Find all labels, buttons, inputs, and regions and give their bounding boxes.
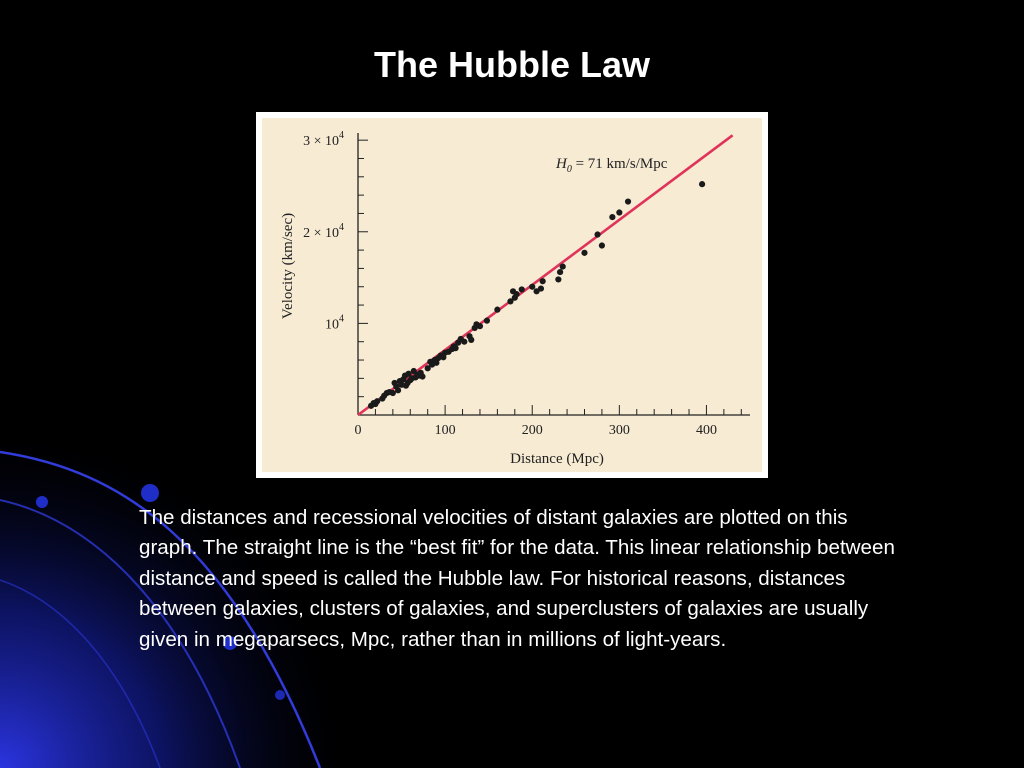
plot-background [262, 118, 762, 472]
x-tick-label: 400 [696, 423, 717, 438]
data-point [419, 373, 426, 380]
x-tick-label: 0 [355, 423, 362, 438]
data-point [483, 317, 491, 324]
data-point [594, 231, 601, 238]
data-point [555, 276, 562, 283]
y-axis-title: Velocity (km/sec) [280, 213, 296, 319]
data-point [476, 323, 484, 330]
data-point [405, 370, 412, 377]
data-point [581, 249, 588, 256]
data-point [424, 365, 431, 372]
x-tick-label: 300 [609, 423, 630, 438]
data-point [559, 263, 566, 270]
data-point [537, 285, 545, 292]
data-point [698, 181, 706, 188]
data-point [616, 209, 623, 216]
data-point [529, 283, 536, 290]
slide-caption: The distances and recessional velocities… [139, 506, 895, 651]
x-tick-label: 100 [435, 423, 456, 438]
data-point [539, 278, 546, 285]
x-axis-title: Distance (Mpc) [510, 451, 604, 467]
data-point [461, 338, 468, 345]
data-point [507, 298, 514, 305]
slide-title: The Hubble Law [373, 44, 650, 85]
data-point [389, 389, 396, 397]
data-point [518, 286, 525, 293]
data-point [394, 387, 402, 394]
best-fit-line [357, 134, 734, 417]
x-tick-label: 200 [522, 423, 543, 438]
data-point [494, 306, 501, 313]
y-tick-label: 2 × 104 [303, 222, 344, 241]
data-point [624, 198, 632, 205]
data-point [556, 268, 564, 276]
hubble-constant-annotation: H0 = 71 km/s/Mpc [555, 156, 668, 175]
data-point [598, 242, 606, 249]
data-point [513, 290, 520, 298]
data-point [609, 214, 616, 221]
data-point [374, 398, 381, 405]
chart-figure: 0 100 200 300 400 104 2 × 104 3 × 104 Distance … [256, 112, 768, 478]
y-tick-label: 3 × 104 [303, 130, 344, 149]
data-point [452, 345, 459, 352]
data-point [468, 336, 475, 343]
